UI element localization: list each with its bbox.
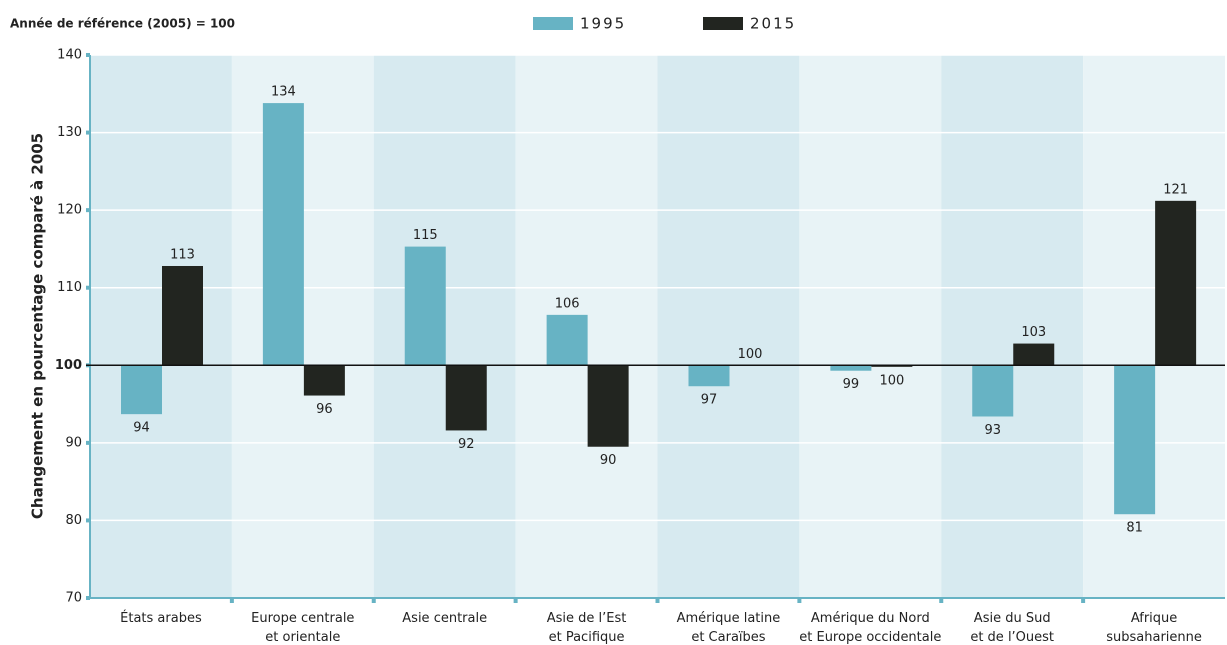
x-tick-mark [371,598,376,603]
y-tick-mark [86,130,90,135]
y-tick-label: 130 [57,125,82,140]
legend-label: 2015 [750,15,796,33]
x-tick-mark [939,598,944,603]
data-label: 93 [984,423,1001,438]
data-label: 97 [701,393,718,408]
bar [262,103,304,366]
x-tick-label: Asie de l’Est et Pacifique [547,611,627,645]
y-tick-label: 120 [57,203,82,218]
data-label: 81 [1126,521,1143,536]
bar [871,365,913,367]
y-tick-mark [86,53,90,57]
x-tick-mark [797,598,802,603]
x-tick-label: Asie du Sud et de l’Ouest [970,611,1054,645]
data-label: 99 [843,377,860,392]
data-label: 92 [458,437,475,452]
y-tick-label: 110 [57,280,82,295]
bar [546,314,588,366]
data-label: 134 [271,85,296,100]
y-tick-mark [86,285,90,290]
bar [121,365,162,415]
band-background [1083,55,1225,598]
band-background [799,55,942,598]
band-background [941,55,1084,598]
data-label: 100 [738,347,763,362]
x-tick-label: Asie centrale [402,611,487,626]
y-tick-label: 80 [65,513,82,528]
x-tick-label: Amérique du Nord et Europe occidentale [799,611,941,645]
data-label: 115 [413,228,438,243]
x-tick-label: Amérique latine et Caraïbes [677,611,781,645]
bar [1155,200,1197,366]
data-label: 90 [600,453,617,468]
y-tick-mark [86,208,90,213]
y-tick-mark [86,440,90,445]
band-background [657,55,800,598]
bar [162,265,203,366]
y-tick-label: 140 [57,48,82,63]
x-tick-mark [1081,598,1086,603]
x-tick-label: Afrique subsaharienne [1106,611,1202,645]
y-tick-label: 100 [55,358,82,373]
data-label: 106 [555,296,580,311]
data-label: 94 [133,421,150,436]
bar [688,365,730,387]
x-tick-label: États arabes [120,610,202,626]
bar [830,365,872,371]
band-background [90,55,232,598]
bar [445,365,487,431]
y-tick-label: 90 [65,435,82,450]
data-label: 113 [170,247,195,262]
legend-label: 1995 [580,15,626,33]
bar [1013,343,1055,366]
bar [303,365,345,396]
x-tick-mark [229,598,234,603]
legend-swatch [703,17,743,30]
bar [972,365,1014,417]
legend-swatch [533,17,573,30]
y-axis-label: Changement en pourcentage comparé à 2005 [29,133,47,519]
data-label: 96 [316,402,333,417]
x-tick-mark [655,598,660,603]
y-tick-mark [86,596,90,600]
bar [404,246,446,366]
data-label: 103 [1021,325,1046,340]
chart-subtitle: Année de référence (2005) = 100 [10,17,235,31]
bar [587,365,629,447]
x-tick-label: Europe centrale et orientale [251,611,354,645]
x-tick-mark [513,598,518,603]
data-label: 100 [879,373,904,388]
bar [1114,365,1156,515]
y-tick-mark [86,518,90,523]
y-tick-label: 70 [65,591,82,606]
data-label: 121 [1163,182,1188,197]
